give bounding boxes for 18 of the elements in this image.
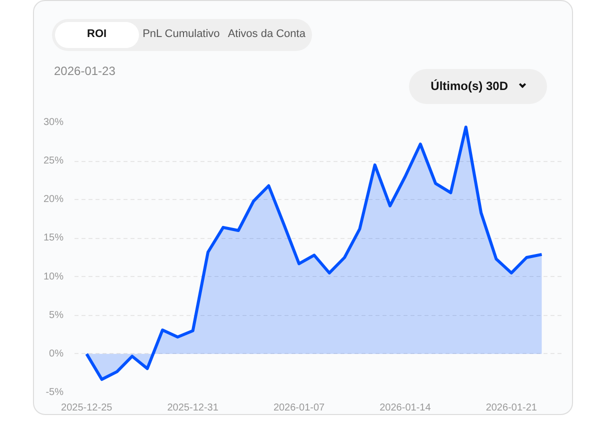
x-tick-label: 2026-01-07 xyxy=(273,402,326,414)
y-tick-label: 25% xyxy=(43,156,64,167)
text: PnL Cumulativo xyxy=(142,27,221,42)
x-tick-label: 2026-01-14 xyxy=(380,402,432,414)
text: Último(s) 30D xyxy=(408,69,547,104)
y-tick-label: -5% xyxy=(46,387,64,398)
x-tick-label: 2025-12-25 xyxy=(61,402,113,414)
y-tick-label: 20% xyxy=(43,194,64,206)
x-tick-label: 2026-01-21 xyxy=(486,402,538,414)
y-tick-label: 0% xyxy=(49,348,64,360)
y-tick-label: 30% xyxy=(43,117,64,128)
x-tick-label: 2025-12-31 xyxy=(167,402,219,414)
y-tick-label: 15% xyxy=(43,232,64,244)
y-tick-label: 10% xyxy=(43,271,64,282)
text: Ativos da Conta xyxy=(226,27,306,42)
y-tick-label: 5% xyxy=(49,310,64,321)
chart-subtitle: 2026-01-23 xyxy=(54,63,116,80)
chart-title: ROI xyxy=(55,22,139,48)
